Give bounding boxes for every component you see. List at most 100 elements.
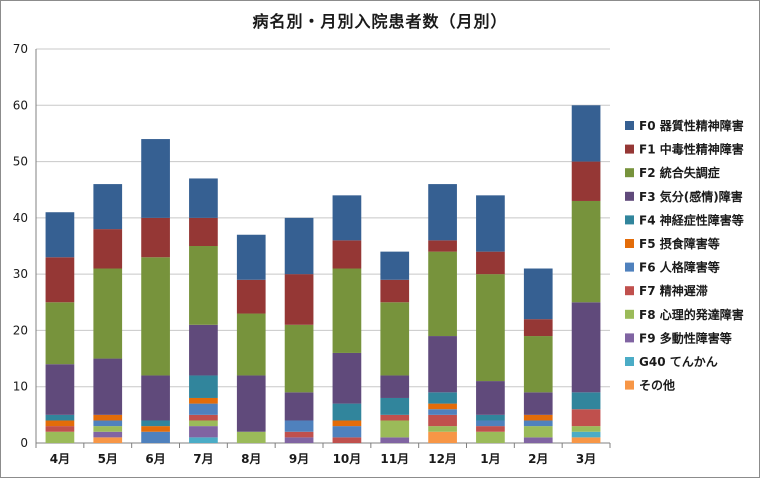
legend-label: F2 統合失調症	[639, 165, 720, 180]
bar-segment	[189, 397, 218, 404]
bar-segment	[141, 375, 170, 421]
legend-label: F3 気分(感情)障害	[639, 189, 743, 204]
bar-segment	[380, 375, 410, 398]
bar-segment	[523, 420, 553, 427]
y-tick-label: 40	[13, 211, 28, 225]
bar-segment	[332, 426, 362, 438]
legend-swatch	[625, 144, 634, 154]
bar-segment	[476, 426, 505, 432]
x-tick-label: 10月	[333, 452, 362, 466]
x-tick-label: 5月	[98, 452, 118, 466]
bar-segment	[523, 414, 553, 421]
bar-segment	[523, 268, 553, 320]
bar-segment	[332, 420, 362, 427]
legend-swatch	[625, 380, 634, 390]
legend-swatch	[625, 309, 634, 319]
bar-segment	[571, 105, 601, 162]
x-tick-label: 12月	[428, 452, 457, 466]
bar-segment	[476, 414, 505, 421]
bar-segment	[141, 426, 170, 432]
legend-label: G40 てんかん	[639, 355, 718, 369]
legend-label: F7 精神遅滞	[639, 283, 708, 298]
x-tick-label: 6月	[145, 452, 165, 466]
bar-segment	[236, 375, 266, 432]
bar-segment	[189, 178, 218, 218]
legend-swatch	[625, 262, 634, 272]
bar-segment	[571, 161, 601, 201]
bars	[45, 105, 601, 443]
bar-segment	[141, 420, 170, 427]
bar-segment	[428, 414, 457, 427]
bar-segment	[380, 279, 410, 303]
bar-segment	[428, 431, 457, 443]
x-axis: 4月 5月 6月 7月 8月 9月 10月 11月 12月 1月 2月 3月	[35, 443, 611, 466]
y-tick-label: 10	[13, 380, 28, 394]
bar-segment	[523, 392, 553, 415]
x-tick-label: 9月	[289, 452, 309, 466]
bar-segment	[93, 229, 123, 269]
bar-segment	[93, 414, 123, 421]
bar-segment	[571, 426, 601, 432]
legend-label: F6 人格障害等	[639, 260, 720, 275]
bar-segment	[476, 381, 505, 415]
bar-segment	[284, 437, 314, 443]
bar-segment	[571, 392, 601, 410]
bar-segment	[189, 437, 218, 443]
bar-segment	[45, 426, 75, 432]
y-tick-label: 60	[13, 98, 28, 112]
bar-segment	[236, 279, 266, 314]
y-axis: 0 10 20 30 40 50 60 70	[13, 42, 37, 450]
bar-segment	[571, 431, 601, 438]
legend-label: F9 多動性障害等	[639, 330, 732, 345]
bar-segment	[428, 392, 457, 404]
bar-segment	[141, 139, 170, 218]
bar-segment	[93, 420, 123, 427]
bar-segment	[571, 200, 601, 303]
bar-segment	[45, 212, 75, 258]
bar-segment	[284, 324, 314, 393]
grid-lines	[36, 48, 610, 444]
bar-segment	[571, 302, 601, 393]
bar-segment	[476, 431, 505, 443]
bar-segment	[523, 319, 553, 337]
legend-swatch	[625, 239, 634, 248]
bar-segment	[189, 324, 218, 376]
bar-segment	[332, 403, 362, 421]
bar-segment	[428, 403, 457, 410]
bar-segment	[332, 352, 362, 404]
legend-swatch	[625, 357, 634, 366]
bar-segment	[332, 195, 362, 241]
bar-segment	[141, 257, 170, 376]
bar-segment	[523, 437, 553, 443]
bar-segment	[93, 431, 123, 438]
bar-segment	[284, 274, 314, 325]
bar-segment	[284, 431, 314, 438]
bar-segment	[428, 184, 457, 241]
bar-segment	[45, 257, 75, 303]
bar-segment	[45, 302, 75, 365]
bar-segment	[93, 184, 123, 230]
y-tick-label: 50	[13, 155, 28, 169]
bar-segment	[284, 392, 314, 421]
y-tick-label: 0	[20, 436, 28, 450]
x-tick-label: 7月	[193, 452, 213, 466]
bar-segment	[476, 274, 505, 382]
bar-segment	[284, 217, 314, 275]
bar-segment	[380, 414, 410, 421]
bar-segment	[523, 426, 553, 438]
bar-segment	[189, 246, 218, 325]
bar-segment	[332, 437, 362, 443]
bar-segment	[189, 414, 218, 421]
bar-segment	[476, 251, 505, 275]
bar-segment	[93, 268, 123, 359]
bar-segment	[93, 426, 123, 432]
bar-segment	[189, 217, 218, 246]
legend-label: F4 神経症性障害等	[639, 212, 744, 227]
bar-segment	[236, 234, 266, 280]
bar-segment	[428, 409, 457, 415]
bar-segment	[380, 437, 410, 443]
bar-segment	[523, 336, 553, 393]
bar-segment	[236, 431, 266, 443]
bar-segment	[45, 431, 75, 443]
